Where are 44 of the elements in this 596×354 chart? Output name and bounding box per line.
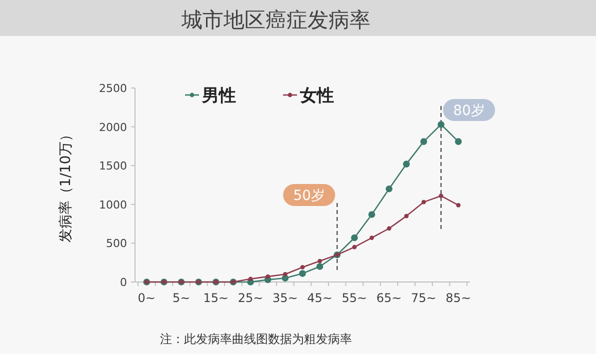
point: [404, 214, 409, 218]
point: [386, 226, 392, 231]
point: [248, 276, 253, 282]
annotation: 50岁: [293, 188, 326, 204]
point: [351, 234, 358, 242]
point: [438, 121, 444, 128]
y-tick-label: 0: [120, 276, 127, 289]
point: [420, 138, 428, 145]
x-tick-label: 35~: [272, 291, 298, 305]
x-tick-label: 45~: [307, 291, 332, 305]
y-axis-title: 发病率（1/10万）: [58, 127, 74, 243]
point: [299, 270, 306, 277]
point: [422, 200, 426, 204]
y-tick-label: 2000: [99, 120, 127, 134]
point: [368, 211, 376, 218]
text: 注：此发病率曲线图数据为粗发病率: [160, 332, 352, 346]
x-tick-label: 15~: [203, 291, 229, 305]
y-tick-label: 1000: [99, 198, 127, 212]
x-tick-label: 55~: [342, 291, 368, 305]
chart-title: 城市地区癌症发病率: [180, 8, 370, 32]
point: [282, 272, 288, 276]
y-tick-label: 2500: [99, 82, 127, 95]
point: [352, 244, 357, 250]
point: [438, 194, 444, 198]
point: [300, 265, 305, 270]
annotation: 80岁: [453, 103, 485, 119]
point: [316, 263, 324, 270]
point: [266, 274, 270, 279]
x-tick-label: 85~: [446, 291, 472, 305]
y-tick-label: 500: [106, 237, 127, 250]
x-tick-label: 0~: [138, 291, 156, 305]
x-tick-label: 25~: [238, 291, 264, 305]
legend-label: 女性: [299, 86, 334, 106]
point: [318, 258, 322, 264]
x-tick-label: 75~: [411, 291, 436, 305]
x-tick-label: 5~: [172, 291, 190, 305]
x-tick-label: 65~: [376, 291, 402, 305]
point: [456, 202, 461, 208]
y-tick-label: 1500: [99, 160, 127, 173]
point: [454, 138, 462, 145]
point: [402, 160, 410, 168]
point: [386, 185, 392, 192]
point: [370, 236, 374, 240]
legend-label: 男性: [201, 86, 236, 106]
